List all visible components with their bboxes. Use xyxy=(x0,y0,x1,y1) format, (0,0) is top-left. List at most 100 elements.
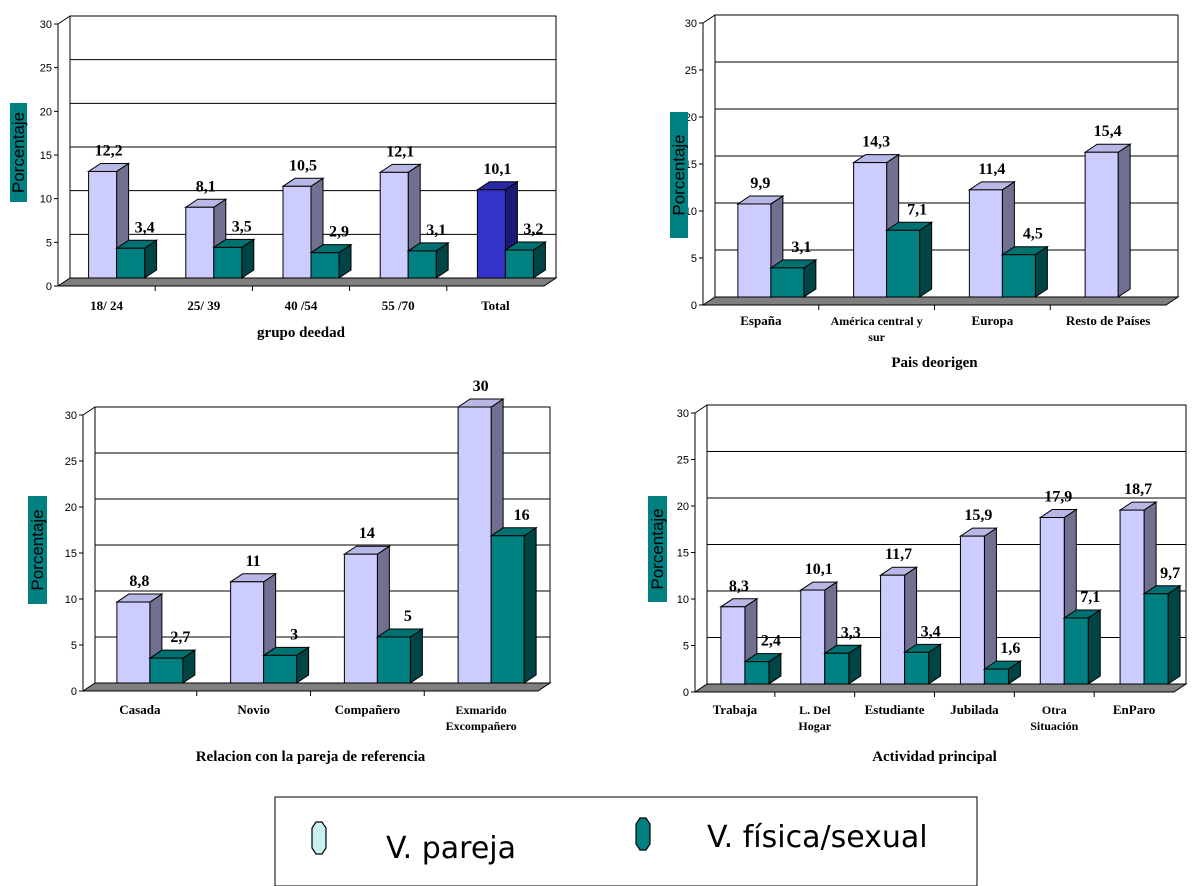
bar-front xyxy=(379,171,409,279)
y-tick-label: 15 xyxy=(40,150,52,162)
bar-front xyxy=(959,535,985,685)
data-label-pareja: 10,5 xyxy=(289,157,317,174)
data-label-pareja: 12,1 xyxy=(386,143,414,160)
bar-fisica xyxy=(982,660,1023,685)
data-label-fisica: 3 xyxy=(290,626,298,643)
category-label: EnParo xyxy=(1113,702,1155,717)
bar-side xyxy=(1167,584,1181,685)
data-label-pareja: 11,4 xyxy=(978,161,1005,178)
category-label: Novio xyxy=(237,702,270,717)
bar-fisica xyxy=(884,221,934,298)
data-label-pareja: 18,7 xyxy=(1124,481,1152,498)
y-tick-label: 5 xyxy=(46,237,52,249)
bar-fisica xyxy=(212,238,256,279)
y-tick-label: 10 xyxy=(65,594,77,606)
bar-fisica xyxy=(769,258,818,298)
y-label-box xyxy=(648,496,667,602)
x-axis-title: Relacion con la pareja de referencia xyxy=(196,749,426,765)
bar-fisica xyxy=(1062,609,1102,685)
bar-front xyxy=(263,654,298,684)
data-label-fisica: 3,3 xyxy=(841,624,861,641)
y-tick-label: 0 xyxy=(691,300,697,312)
y-tick-label: 25 xyxy=(685,65,697,77)
category-label: Trabaja xyxy=(713,702,758,717)
data-label-fisica: 1,6 xyxy=(1000,640,1020,657)
bar-fisica xyxy=(261,646,311,684)
data-label-fisica: 7,1 xyxy=(907,201,927,218)
bar-pareja xyxy=(1038,508,1078,685)
y-label-box xyxy=(28,496,47,604)
bar-front xyxy=(880,574,906,685)
y-tick-label: 15 xyxy=(677,548,689,560)
bar-side xyxy=(409,628,423,684)
legend-icon-fisica xyxy=(635,817,651,851)
category-label: L. Del xyxy=(799,703,831,717)
bar-fisica xyxy=(823,644,863,685)
y-axis-label: Porcentaje xyxy=(670,134,689,215)
bar-fisica xyxy=(375,628,425,684)
bar-pareja xyxy=(342,545,392,684)
y-tick-label: 20 xyxy=(40,106,52,118)
y-tick-label: 30 xyxy=(685,18,697,30)
category-label: Otra xyxy=(1042,703,1067,717)
bar-fisica xyxy=(743,652,783,685)
y-tick-label: 0 xyxy=(71,686,77,698)
bar-fisica xyxy=(489,526,538,684)
y-tick-label: 0 xyxy=(46,281,52,293)
y-tick-label: 25 xyxy=(40,63,52,75)
chart-floor xyxy=(81,682,552,692)
data-label-fisica: 4,5 xyxy=(1023,226,1043,243)
bar-front xyxy=(824,652,850,685)
bar-front xyxy=(744,661,770,685)
data-label-pareja: 8,8 xyxy=(129,573,149,590)
category-label: Total xyxy=(481,298,510,313)
bar-front xyxy=(904,651,930,685)
legend-box: V. pareja V. física/sexual xyxy=(274,796,978,886)
y-tick-label: 5 xyxy=(71,640,77,652)
data-label-pareja: 14,3 xyxy=(862,134,890,151)
bar-pareja xyxy=(1083,143,1132,298)
bar-pareja xyxy=(475,180,520,279)
chart-4: 0 5 10 15 20 25 30 Porcentaje 8,3 2,4 Trabaja 10,1 3… xyxy=(648,404,1188,765)
bar-fisica xyxy=(1000,245,1050,298)
bar-front xyxy=(310,252,340,279)
category-label: España xyxy=(740,313,782,328)
bar-fisica xyxy=(406,241,450,279)
y-label-box xyxy=(670,112,688,238)
bar-fisica xyxy=(309,243,353,279)
y-tick-label: 25 xyxy=(677,455,689,467)
category-label: Casada xyxy=(119,702,161,717)
legend-label-pareja: V. pareja xyxy=(386,831,516,866)
data-label-pareja: 8,3 xyxy=(729,578,749,595)
x-axis-title: Actividad principal xyxy=(872,749,997,765)
data-label-fisica: 16 xyxy=(514,507,530,524)
y-axis-label: Porcentaje xyxy=(28,509,47,590)
category-label: Estudiante xyxy=(865,702,925,717)
bar-fisica xyxy=(503,241,548,279)
y-tick-label: 5 xyxy=(683,641,689,653)
bar-side xyxy=(523,526,537,684)
bar-front xyxy=(343,553,378,684)
y-tick-label: 10 xyxy=(677,594,689,606)
data-label-fisica: 2,9 xyxy=(329,224,349,241)
data-label-fisica: 3,4 xyxy=(135,219,155,236)
data-label-fisica: 2,7 xyxy=(170,629,190,646)
chart-3: 0 5 10 15 20 25 30 Porcentaje 8,8 2,7 Casada 11 3 Nov… xyxy=(28,378,552,765)
bar-front xyxy=(1039,517,1065,685)
bar-front xyxy=(1119,509,1145,685)
y-tick-label: 15 xyxy=(65,548,77,560)
data-label-fisica: 3,4 xyxy=(921,623,941,640)
bar-fisica xyxy=(1142,584,1182,685)
bar-front xyxy=(376,636,411,684)
data-label-fisica: 5 xyxy=(404,608,412,625)
data-label-pareja: 10,1 xyxy=(483,161,511,178)
category-label: Jubilada xyxy=(950,702,999,717)
bar-pareja xyxy=(958,527,999,685)
legend-label-fisica: V. física/sexual xyxy=(707,820,928,855)
bar-front xyxy=(230,581,265,684)
category-label: América central y xyxy=(831,314,923,328)
teal-octagon-icon xyxy=(635,817,651,851)
axis-corner xyxy=(82,406,96,416)
